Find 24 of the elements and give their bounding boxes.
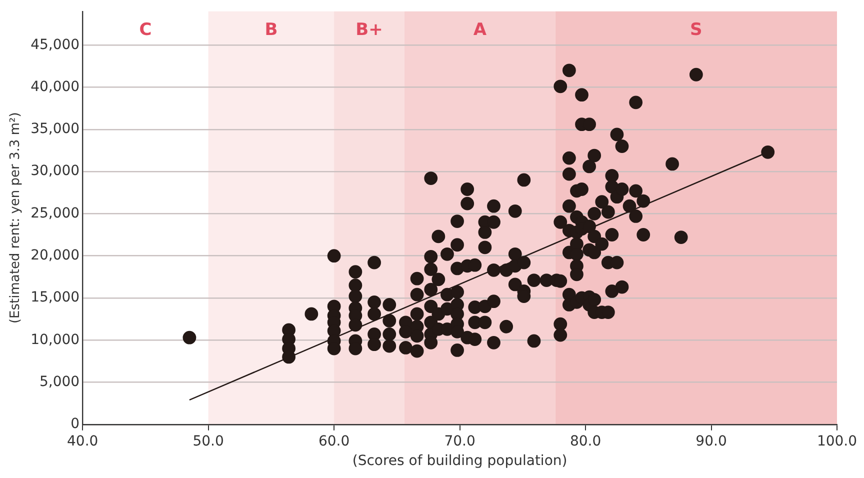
- y-tick-label: 40,000: [30, 78, 80, 95]
- x-axis-title: (Scores of building population): [352, 453, 568, 470]
- y-tick-label: 45,000: [30, 36, 80, 53]
- x-tick-label: 50.0: [192, 433, 224, 450]
- band-label: A: [473, 20, 488, 40]
- band-label: S: [690, 20, 702, 40]
- y-tick-label: 15,000: [30, 290, 80, 306]
- x-tick-label: 70.0: [444, 433, 476, 450]
- x-tick-label: 90.0: [696, 433, 727, 450]
- y-tick-label: 20,000: [30, 247, 80, 264]
- x-tick-label: 80.0: [570, 433, 602, 450]
- y-tick-label: 35,000: [30, 121, 80, 138]
- band-label: B+: [356, 20, 383, 40]
- x-tick-label: 100.0: [816, 433, 858, 450]
- y-tick-label: 25,000: [30, 205, 80, 222]
- y-tick-label: 30,000: [30, 163, 80, 180]
- x-tick-label: 40.0: [67, 433, 98, 450]
- band-label: B: [264, 20, 278, 40]
- x-tick-label: 60.0: [318, 433, 350, 450]
- y-tick-label: 5,000: [39, 374, 80, 390]
- y-tick-label: 0: [70, 416, 80, 432]
- y-axis-title: (Estimated rent: yen per 3.3 m²): [8, 112, 24, 324]
- y-tick-label: 10,000: [30, 332, 80, 348]
- annotation: C: [139, 20, 152, 40]
